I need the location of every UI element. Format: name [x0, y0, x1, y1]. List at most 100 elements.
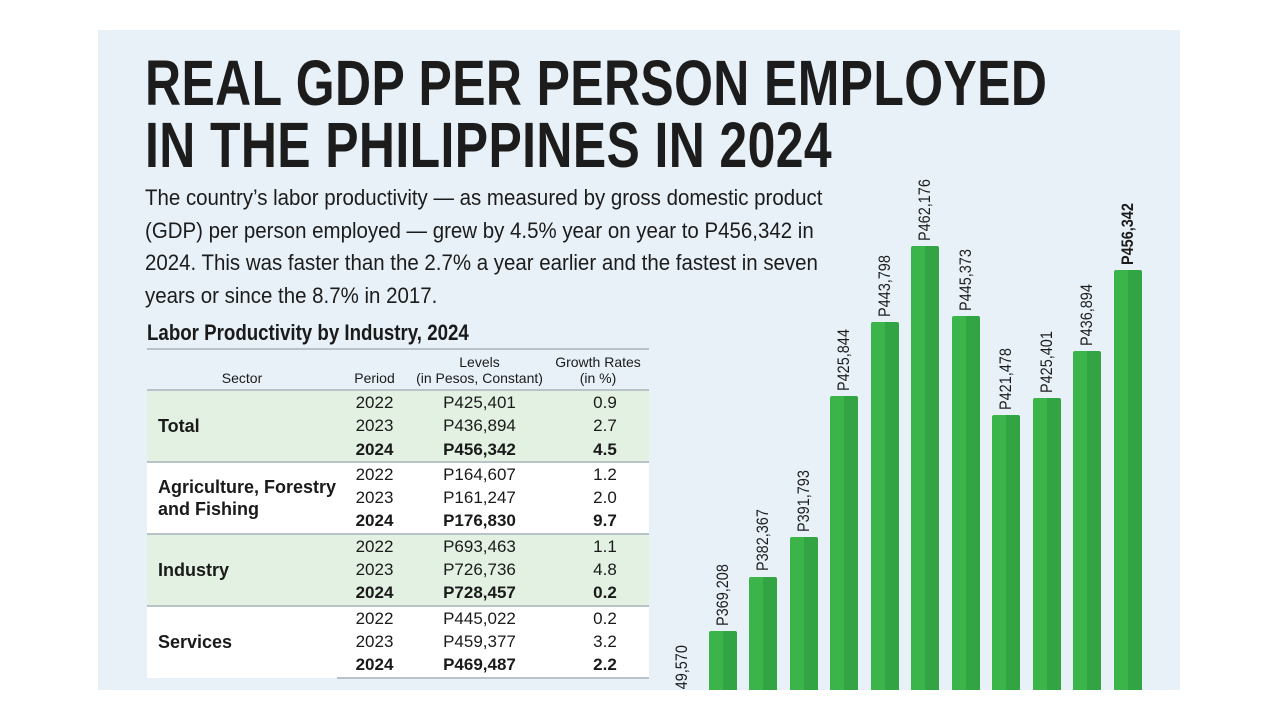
level-cell: P728,457 [412, 581, 547, 606]
sector-name-line: Services [158, 632, 233, 653]
bar-value-label: P445,373 [955, 248, 975, 311]
table-row: 2024 P469,487 2.2 [147, 653, 649, 679]
infographic-panel: P349,570 P369,208 P382,367 P391,793 P425,844… [98, 30, 1180, 690]
sector-name-line: and Fishing [158, 498, 259, 519]
period-cell: 2024 [337, 653, 412, 679]
growth-cell: 1.2 [547, 460, 649, 487]
level-cell: P456,342 [412, 437, 547, 462]
table-row: Services 2022 P445,022 0.2 [147, 604, 649, 678]
bar [1073, 350, 1101, 690]
sector-group: Total 2022 P425,401 0.9 2023 P436,894 2.7 2024 P… [147, 390, 649, 462]
growth-cell: 0.2 [547, 581, 649, 606]
bar-value-label: P421,478 [996, 347, 1015, 410]
bar-value-label: P369,208 [712, 564, 732, 626]
header-growth-line-1: Growth Rates [555, 354, 641, 370]
table-row: Industry 2022 P693,463 1.1 [147, 532, 649, 606]
period-cell: 2023 [337, 558, 412, 582]
sector-group: Agriculture, Forestry and Fishing 2022 P164… [147, 460, 649, 534]
sector-group: Industry 2022 P693,463 1.1 2023 P726,736 4.8 20… [147, 532, 649, 606]
sector-name: Agriculture, Forestry and Fishing [147, 460, 337, 534]
growth-cell: 4.8 [547, 558, 649, 582]
table-row: 2024 P456,342 4.5 [147, 437, 649, 462]
growth-cell: 1.1 [547, 532, 649, 559]
level-cell: P425,401 [412, 390, 547, 415]
bar [1032, 398, 1061, 690]
period-cell: 2023 [337, 414, 412, 438]
headline-line-2: IN THE PHILIPPINES IN 2024 [145, 109, 833, 181]
bar [951, 315, 980, 690]
table-row: 2023 P459,377 3.2 [147, 629, 649, 654]
level-cell: P164,607 [412, 460, 547, 487]
bar-value-label: P456,342 [1117, 203, 1137, 266]
header-growth-line-2: (in %) [579, 370, 617, 386]
level-cell: P161,247 [412, 486, 547, 510]
growth-cell: 4.5 [547, 437, 649, 462]
growth-cell: 0.9 [547, 390, 649, 415]
period-cell: 2024 [337, 437, 412, 462]
sector-name-line: Total [158, 415, 200, 436]
period-cell: 2023 [337, 629, 412, 654]
growth-cell: 3.2 [547, 629, 649, 654]
table-row: Total 2022 P425,401 0.9 [147, 390, 649, 462]
header-levels-line-1: Levels [459, 354, 500, 370]
header-period: Period [337, 348, 412, 391]
table-row: 2023 P436,894 2.7 [147, 414, 649, 438]
headline-line-1: REAL GDP PER PERSON EMPLOYED [145, 47, 1048, 119]
sector-name-line: Agriculture, Forestry [158, 476, 337, 497]
growth-cell: 2.0 [547, 486, 649, 510]
level-cell: P693,463 [412, 532, 547, 559]
productivity-table: Sector Period Levels (in Pesos, Constant)… [147, 348, 649, 679]
level-cell: P176,830 [412, 509, 547, 534]
table-header-row: Sector Period Levels (in Pesos, Constant)… [147, 348, 649, 391]
sector-name: Services [147, 604, 337, 678]
bar [911, 246, 939, 690]
header-growth: Growth Rates (in %) [547, 348, 649, 391]
header-sector: Sector [147, 348, 337, 391]
header-levels: Levels (in Pesos, Constant) [412, 348, 547, 391]
period-cell: 2022 [337, 604, 412, 630]
growth-cell: 2.7 [547, 414, 649, 438]
bar-value-label: P425,844 [834, 329, 853, 392]
growth-cell: 9.7 [547, 509, 649, 534]
header-levels-line-2: (in Pesos, Constant) [416, 370, 543, 386]
sector-name: Total [147, 390, 337, 462]
period-cell: 2022 [337, 532, 412, 559]
table-title: Labor Productivity by Industry, 2024 [147, 320, 469, 345]
bar [830, 396, 858, 690]
sector-group: Services 2022 P445,022 0.2 2023 P459,377 3.2 20… [147, 604, 649, 679]
bar-value-label: P443,798 [874, 255, 894, 318]
table-row: 2023 P726,736 4.8 [147, 558, 649, 582]
table-row: 2024 P176,830 9.7 [147, 509, 649, 534]
level-cell: P726,736 [412, 558, 547, 582]
bar [1113, 270, 1142, 690]
bar [870, 322, 899, 690]
level-cell: P469,487 [412, 653, 547, 679]
growth-cell: 0.2 [547, 604, 649, 630]
bar [708, 630, 737, 690]
sector-name: Industry [147, 532, 337, 606]
sector-name-line: Industry [158, 559, 230, 580]
bar [789, 537, 818, 690]
bar-value-label: P391,793 [793, 470, 813, 533]
bar-value-label: P425,401 [1036, 331, 1056, 394]
bar-value-label: P436,894 [1077, 283, 1096, 346]
growth-cell: 2.2 [547, 653, 649, 679]
bar [749, 576, 777, 690]
bar-chart: P349,570 P369,208 P382,367 P391,793 P425,844… [98, 30, 1180, 690]
level-cell: P436,894 [412, 414, 547, 438]
headline: REAL GDP PER PERSON EMPLOYED IN THE PHIL… [145, 47, 1048, 181]
intro-paragraph: The country’s labor productivity — as me… [145, 185, 823, 308]
bar [992, 414, 1020, 690]
bar-value-label: P462,176 [915, 179, 934, 241]
period-cell: 2022 [337, 390, 412, 415]
period-cell: 2023 [337, 486, 412, 510]
period-cell: 2022 [337, 460, 412, 487]
bar-value-label: P382,367 [753, 509, 772, 572]
bar-value-label: P349,570 [672, 645, 691, 690]
period-cell: 2024 [337, 509, 412, 534]
table-row: Agriculture, Forestry and Fishing 2022 P164… [147, 460, 649, 534]
period-cell: 2024 [337, 581, 412, 606]
level-cell: P445,022 [412, 604, 547, 630]
level-cell: P459,377 [412, 629, 547, 654]
table-row: 2023 P161,247 2.0 [147, 486, 649, 510]
